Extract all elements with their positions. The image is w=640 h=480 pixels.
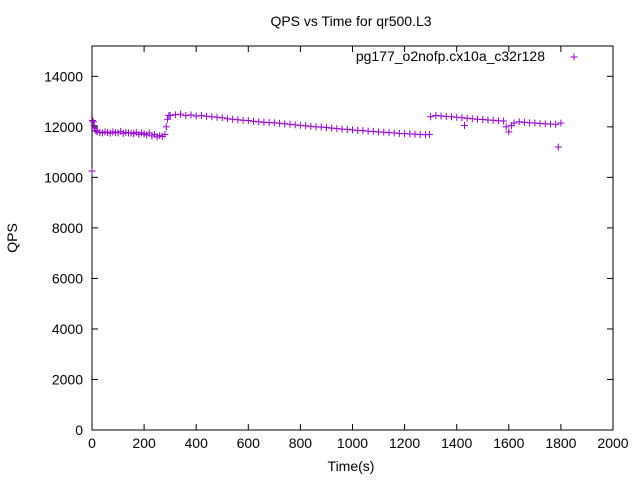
data-point: [343, 125, 351, 133]
data-point: [161, 130, 169, 138]
data-point: [286, 120, 294, 128]
plot-frame: [91, 45, 614, 431]
x-tick-label: 200: [132, 435, 156, 451]
data-point: [197, 111, 205, 119]
data-point: [296, 121, 304, 129]
y-tick-label: 0: [75, 422, 83, 438]
x-axis: 0 200 400 600 800 1000 1200 1400 1600 1800 2000: [88, 46, 629, 451]
data-point: [502, 123, 510, 131]
data-point: [270, 119, 278, 127]
x-tick-label: 800: [289, 435, 313, 451]
data-point: [218, 114, 226, 122]
y-tick-label: 14000: [44, 68, 83, 84]
data-point: [557, 119, 565, 127]
data-point: [554, 143, 562, 151]
data-point: [88, 167, 96, 175]
data-point: [302, 122, 310, 130]
data-point: [244, 117, 252, 125]
data-point: [250, 117, 258, 125]
x-tick-label: 1600: [493, 435, 524, 451]
data-point: [461, 122, 469, 130]
data-point: [229, 115, 237, 123]
data-point: [322, 124, 330, 132]
data-point: [307, 122, 315, 130]
y-tick-label: 12000: [44, 119, 83, 135]
data-point: [552, 120, 560, 128]
y-axis: 0 2000 4000 6000 8000 10000 12000 14000: [44, 68, 613, 438]
data-point: [425, 130, 433, 138]
data-point: [369, 127, 377, 135]
data-point: [213, 113, 221, 121]
data-point: [192, 112, 200, 120]
data-point: [281, 120, 289, 128]
data-point: [380, 128, 388, 136]
y-tick-label: 10000: [44, 169, 83, 185]
x-tick-label: 1400: [441, 435, 472, 451]
data-point: [510, 119, 518, 127]
data-point: [208, 113, 216, 121]
data-point: [203, 112, 211, 120]
data-point: [515, 118, 523, 126]
y-tick-label: 2000: [52, 371, 83, 387]
x-tick-label: 1800: [545, 435, 576, 451]
data-point: [458, 114, 466, 122]
data-point: [171, 111, 179, 119]
legend-marker-plus: [570, 53, 578, 61]
legend-marker: [570, 53, 578, 61]
x-tick-label: 1200: [389, 435, 420, 451]
legend-label: pg177_o2nofp.cx10a_c32r128: [356, 48, 545, 64]
y-tick-label: 8000: [52, 220, 83, 236]
data-point: [427, 113, 435, 121]
data-point: [162, 123, 170, 131]
data-point: [500, 117, 508, 125]
data-point: [291, 121, 299, 129]
series-points: [88, 110, 565, 175]
data-point: [453, 113, 461, 121]
data-point: [89, 118, 97, 126]
data-point: [390, 129, 398, 137]
data-point: [489, 116, 497, 124]
data-point: [166, 111, 174, 119]
x-tick-label: 2000: [597, 435, 628, 451]
y-axis-label: QPS: [4, 223, 20, 253]
data-point: [520, 118, 528, 126]
y-tick-label: 4000: [52, 321, 83, 337]
data-point: [349, 126, 356, 134]
x-tick-label: 600: [237, 435, 261, 451]
data-point: [255, 118, 263, 126]
data-point: [432, 111, 440, 119]
data-point: [234, 116, 242, 124]
x-tick-label: 1000: [337, 435, 368, 451]
y-tick-label: 6000: [52, 270, 83, 286]
data-point: [359, 127, 367, 135]
data-point: [463, 114, 471, 122]
x-tick-label: 0: [88, 435, 96, 451]
data-point: [328, 124, 336, 132]
data-point: [447, 113, 455, 121]
data-point: [182, 111, 190, 119]
data-point: [479, 116, 487, 124]
data-point: [317, 123, 325, 131]
data-point: [89, 117, 97, 125]
x-axis-label: Time(s): [328, 458, 375, 474]
data-point: [505, 128, 513, 136]
data-point: [437, 112, 445, 120]
data-point: [276, 119, 284, 127]
data-point: [164, 115, 172, 123]
data-point: [333, 125, 341, 133]
data-point: [531, 119, 539, 127]
x-tick-label: 400: [185, 435, 209, 451]
data-point: [177, 110, 185, 118]
data-point: [468, 115, 476, 123]
legend: pg177_o2nofp.cx10a_c32r128: [356, 48, 578, 64]
chart-title: QPS vs Time for qr500.L3: [270, 13, 431, 29]
data-point: [187, 111, 195, 119]
data-point: [223, 115, 231, 123]
data-point: [92, 127, 100, 135]
